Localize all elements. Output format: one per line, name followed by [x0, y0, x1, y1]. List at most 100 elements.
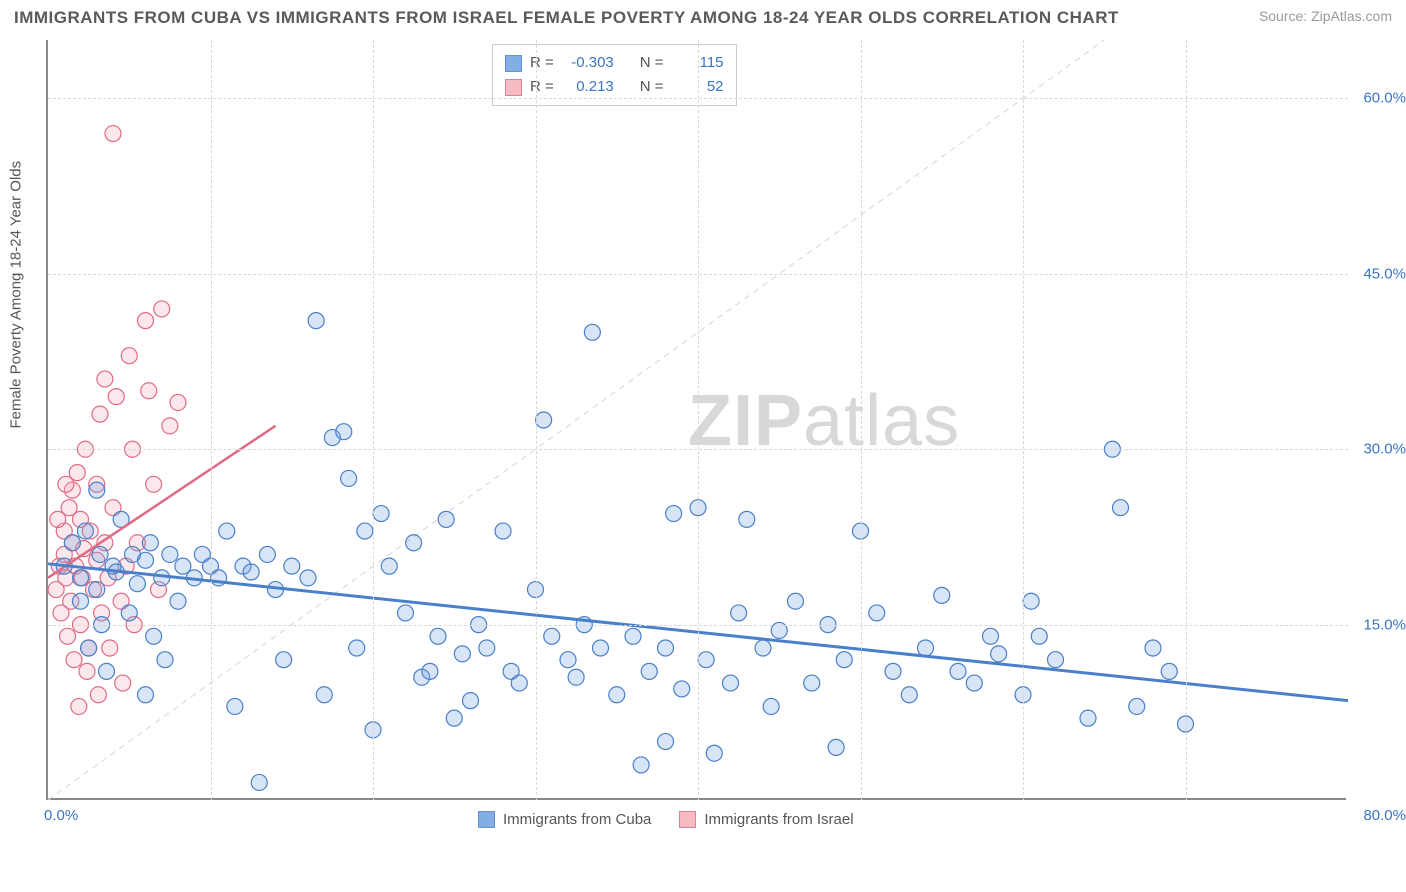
data-point: [739, 511, 755, 527]
data-point: [276, 652, 292, 668]
data-point: [138, 313, 154, 329]
data-point: [162, 418, 178, 434]
data-point: [763, 698, 779, 714]
data-point: [66, 652, 82, 668]
stats-row-israel: R = 0.213 N = 52: [505, 75, 724, 99]
ytick-label: 60.0%: [1363, 90, 1406, 107]
data-point: [593, 640, 609, 656]
data-point: [584, 324, 600, 340]
ytick-label: 30.0%: [1363, 441, 1406, 458]
grid-v: [373, 40, 374, 800]
data-point: [162, 546, 178, 562]
grid-v: [698, 40, 699, 800]
data-point: [227, 698, 243, 714]
data-point: [97, 371, 113, 387]
data-point: [446, 710, 462, 726]
data-point: [316, 687, 332, 703]
swatch-cuba: [505, 55, 522, 72]
data-point: [146, 476, 162, 492]
data-point: [138, 552, 154, 568]
data-point: [73, 593, 89, 609]
data-point: [58, 476, 74, 492]
data-point: [99, 663, 115, 679]
data-point: [1161, 663, 1177, 679]
data-point: [89, 582, 105, 598]
data-point: [511, 675, 527, 691]
data-point: [706, 745, 722, 761]
chart-container: Female Poverty Among 18-24 Year Olds ZIP…: [46, 40, 1392, 838]
data-point: [495, 523, 511, 539]
data-point: [141, 383, 157, 399]
data-point: [901, 687, 917, 703]
n-label-2: N =: [640, 75, 664, 99]
data-point: [251, 774, 267, 790]
data-point: [50, 511, 66, 527]
r-value-cuba: -0.303: [562, 51, 614, 75]
data-point: [983, 628, 999, 644]
data-point: [828, 739, 844, 755]
data-point: [641, 663, 657, 679]
stats-row-cuba: R = -0.303 N = 115: [505, 51, 724, 75]
data-point: [336, 424, 352, 440]
data-point: [836, 652, 852, 668]
data-point: [755, 640, 771, 656]
data-point: [300, 570, 316, 586]
x-origin-label: 0.0%: [44, 807, 78, 824]
source-label: Source: ZipAtlas.com: [1259, 8, 1392, 24]
data-point: [92, 546, 108, 562]
data-point: [1113, 500, 1129, 516]
data-point: [536, 412, 552, 428]
bottom-legend: Immigrants from Cuba Immigrants from Isr…: [478, 811, 854, 828]
data-point: [71, 698, 87, 714]
data-point: [666, 506, 682, 522]
data-point: [154, 301, 170, 317]
ytick-label: 45.0%: [1363, 265, 1406, 282]
stats-box: R = -0.303 N = 115 R = 0.213 N = 52: [492, 44, 737, 106]
data-point: [658, 734, 674, 750]
data-point: [966, 675, 982, 691]
data-point: [430, 628, 446, 644]
data-point: [568, 669, 584, 685]
legend-label-cuba: Immigrants from Cuba: [503, 811, 651, 828]
data-point: [991, 646, 1007, 662]
r-value-israel: 0.213: [562, 75, 614, 99]
data-point: [658, 640, 674, 656]
data-point: [284, 558, 300, 574]
data-point: [1129, 698, 1145, 714]
data-point: [869, 605, 885, 621]
data-point: [723, 675, 739, 691]
swatch-israel: [505, 79, 522, 96]
data-point: [788, 593, 804, 609]
grid-v: [1023, 40, 1024, 800]
data-point: [170, 394, 186, 410]
data-point: [81, 640, 97, 656]
n-label: N =: [640, 51, 664, 75]
data-point: [560, 652, 576, 668]
data-point: [90, 687, 106, 703]
grid-v: [1186, 40, 1187, 800]
data-point: [1048, 652, 1064, 668]
data-point: [146, 628, 162, 644]
data-point: [64, 535, 80, 551]
data-point: [1031, 628, 1047, 644]
data-point: [60, 628, 76, 644]
data-point: [89, 482, 105, 498]
grid-v: [211, 40, 212, 800]
data-point: [609, 687, 625, 703]
data-point: [115, 675, 131, 691]
data-point: [341, 470, 357, 486]
data-point: [259, 546, 275, 562]
data-point: [1023, 593, 1039, 609]
legend-swatch-israel: [679, 811, 696, 828]
data-point: [885, 663, 901, 679]
data-point: [121, 348, 137, 364]
data-point: [804, 675, 820, 691]
data-point: [625, 628, 641, 644]
data-point: [373, 506, 389, 522]
data-point: [479, 640, 495, 656]
data-point: [1145, 640, 1161, 656]
legend-item-cuba: Immigrants from Cuba: [478, 811, 651, 828]
data-point: [934, 587, 950, 603]
data-point: [105, 126, 121, 142]
data-point: [422, 663, 438, 679]
